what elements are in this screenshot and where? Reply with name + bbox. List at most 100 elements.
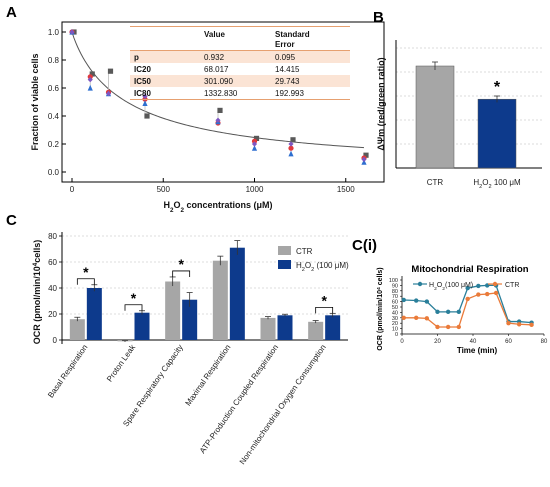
data-point-diamond (215, 117, 221, 123)
table-header-rule (130, 50, 350, 51)
series-point-h2o2 (435, 309, 440, 315)
table-cell-param: IC20 (134, 65, 151, 74)
series-point-ctr (529, 322, 534, 328)
table-cell-param: IC50 (134, 77, 151, 86)
y-axis-label: Fraction of viable cells (30, 53, 40, 150)
y-tick-label: 0.6 (48, 84, 60, 93)
data-point-square (107, 68, 114, 74)
bar-ctr (308, 321, 324, 340)
y-tick-label: 100 (389, 278, 398, 284)
y-tick-label: 20 (392, 321, 398, 327)
table-row-band (130, 75, 350, 87)
table-cell-se: 29.743 (275, 77, 300, 86)
x-category-label: CTR (427, 178, 444, 187)
table-cell-param: IC80 (134, 89, 151, 98)
y-tick-label: 0.0 (48, 168, 60, 177)
x-tick-label: 80 (541, 339, 548, 345)
bar-ctr (69, 319, 85, 340)
x-category-label: H2O2 100 μM (473, 178, 521, 190)
series-point-h2o2 (401, 297, 406, 303)
data-point-diamond (361, 156, 367, 162)
series-point-ctr (414, 315, 419, 320)
data-point-square (290, 137, 296, 143)
y-tick-label: 10 (392, 327, 398, 333)
x-axis-label: H2O2 concentrations (μM) (163, 200, 272, 214)
y-tick-label: 40 (48, 284, 57, 293)
table-cell-value: 1332.830 (204, 89, 238, 98)
y-tick-label: 60 (48, 258, 57, 267)
x-category-label: Proton Leak (105, 342, 138, 383)
data-point-triangle (142, 100, 148, 106)
significance-bracket (76, 278, 95, 285)
table-header-value: Value (204, 30, 225, 39)
significance-bracket (124, 304, 143, 311)
y-tick-label: 0.2 (48, 140, 60, 149)
data-point-diamond (142, 93, 148, 99)
legend-marker-h2o2 (417, 281, 423, 287)
x-axis-label: Time (min) (457, 346, 498, 355)
table-cell-se: 0.095 (275, 53, 296, 62)
data-point-triangle (87, 84, 93, 91)
panel-b-membrane-potential-chart: CTR H2O2 100 μM * ΔΨm (red/green ratio) (376, 40, 542, 190)
series-point-ctr (506, 321, 511, 326)
table-cell-value: 0.932 (204, 53, 225, 62)
data-point-square (217, 107, 223, 113)
data-point-square (89, 71, 95, 77)
y-tick-label: 0 (395, 332, 398, 338)
data-point-circle (87, 74, 93, 80)
data-point-circle (288, 145, 294, 151)
data-point-diamond (87, 77, 93, 83)
y-axis-label: OCR (pmol/min/104cells) (32, 240, 43, 345)
bar-h2o2 (134, 312, 150, 340)
series-point-ctr (465, 296, 470, 302)
x-category-label: Basal Respiration (46, 343, 89, 400)
table-bottom-rule (130, 99, 350, 100)
data-point-triangle (288, 150, 294, 157)
significance-star: * (131, 290, 137, 306)
x-category-label: ATP-Production Coupled Respiration (198, 343, 280, 455)
bar-h2o2 (325, 315, 341, 340)
legend-label-h2o2: H2O2 (100 μM) (296, 261, 349, 273)
table-top-rule (130, 26, 350, 27)
series-point-ctr (485, 291, 490, 297)
data-point-triangle (251, 145, 258, 151)
significance-star: * (178, 256, 184, 272)
legend-label-ctr: CTR (296, 247, 313, 256)
data-point-diamond (69, 29, 75, 35)
table-row-band (130, 51, 350, 63)
y-tick-label: 0 (53, 336, 58, 345)
series-point-ctr (401, 315, 406, 320)
table-header-se-line1: Standard (275, 30, 310, 39)
y-tick-label: 90 (392, 283, 398, 289)
y-tick-label: 60 (392, 300, 398, 306)
table-cell-se: 192.993 (275, 89, 304, 98)
series-point-h2o2 (424, 299, 430, 304)
series-line-h2o2 (403, 284, 532, 324)
series-point-h2o2 (456, 309, 461, 315)
y-tick-label: 30 (392, 316, 398, 322)
bar-ctr (415, 65, 455, 169)
legend-swatch-h2o2 (278, 260, 291, 269)
significance-star: * (83, 264, 89, 280)
data-point-square (363, 152, 369, 158)
panel-label-c: C (6, 212, 17, 229)
plot-frame (61, 21, 385, 183)
data-point-diamond (288, 141, 294, 147)
series-point-h2o2 (414, 298, 419, 303)
y-axis-label: ΔΨm (red/green ratio) (376, 57, 386, 150)
legend-label-h2o2: H2O2(100 μM) (429, 282, 473, 292)
chart-title: Mitochondrial Respiration (411, 264, 528, 275)
bar-h2o2 (477, 98, 517, 169)
panel-a-viability-chart: 0.0 0.2 0.4 0.6 0.8 1.0 0 500 1000 1500 Fraction o… (30, 21, 385, 214)
series-point-ctr (456, 324, 461, 330)
series-point-ctr (445, 324, 451, 330)
x-tick-label: 0 (70, 185, 75, 194)
series-point-ctr (493, 290, 499, 296)
data-point-square (253, 135, 260, 141)
significance-bracket (315, 306, 334, 314)
bar-h2o2 (182, 299, 198, 340)
significance-bracket (172, 270, 191, 277)
y-axis-label: OCR (pmol/min/104 cells) (376, 267, 385, 350)
